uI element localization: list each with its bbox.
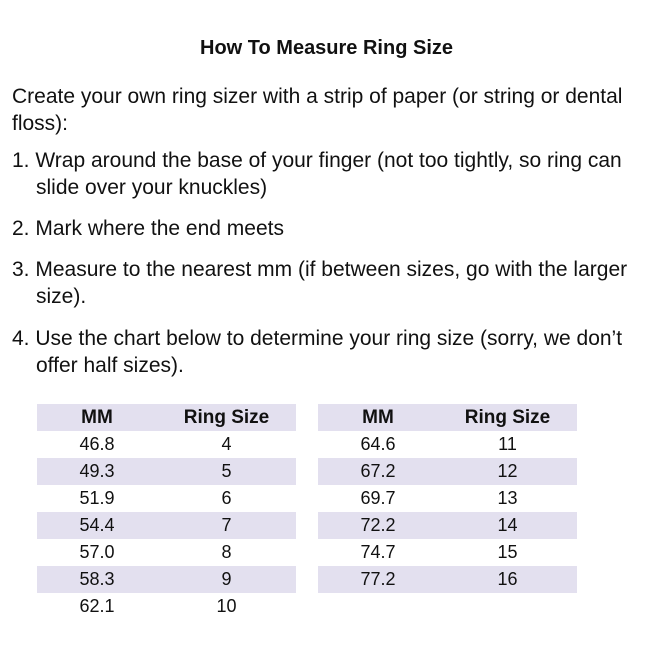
mm-cell: 67.2: [360, 461, 396, 481]
intro-text: Create your own ring sizer with a strip …: [12, 85, 623, 135]
table-row: 57.0 8: [37, 539, 296, 566]
table-row: 58.3 9: [37, 566, 296, 593]
ring-size-cell: 7: [221, 515, 232, 535]
step-2: 2. Mark where the end meets: [12, 217, 284, 240]
ring-size-cell: 12: [497, 461, 518, 481]
header-mm: MM: [362, 406, 394, 428]
ring-size-cell: 15: [497, 542, 518, 562]
mm-cell: 74.7: [360, 542, 396, 562]
ring-size-cell: 13: [497, 488, 518, 508]
header-mm: MM: [81, 406, 113, 428]
table-row: 67.2 12: [318, 458, 577, 485]
mm-cell: 57.0: [79, 542, 115, 562]
ring-size-cell: 9: [221, 569, 232, 589]
table-header: MM Ring Size: [37, 404, 296, 431]
size-table-right: MM Ring Size 64.6 11 67.2 12 69.7 13 72.2 14 74.7 1…: [318, 404, 577, 593]
table-row: 64.6 11: [318, 431, 577, 458]
page-title: How To Measure Ring Size: [200, 37, 453, 59]
mm-cell: 58.3: [79, 569, 115, 589]
ring-size-cell: 6: [221, 488, 232, 508]
table-row: 77.2 16: [318, 566, 577, 593]
table-row: 49.3 5: [37, 458, 296, 485]
ring-size-cell: 4: [221, 434, 232, 454]
table-row: 46.8 4: [37, 431, 296, 458]
ring-size-cell: 16: [497, 569, 518, 589]
mm-cell: 72.2: [360, 515, 396, 535]
mm-cell: 69.7: [360, 488, 396, 508]
mm-cell: 62.1: [79, 596, 115, 616]
mm-cell: 49.3: [79, 461, 115, 481]
ring-size-cell: 10: [216, 596, 237, 616]
header-ring-size: Ring Size: [183, 406, 270, 428]
table-row: 69.7 13: [318, 485, 577, 512]
table-header: MM Ring Size: [318, 404, 577, 431]
table-row: 72.2 14: [318, 512, 577, 539]
table-row: 51.9 6: [37, 485, 296, 512]
ring-size-cell: 8: [221, 542, 232, 562]
mm-cell: 46.8: [79, 434, 115, 454]
ring-size-cell: 14: [497, 515, 518, 535]
table-row: 62.1 10: [37, 593, 296, 620]
mm-cell: 54.4: [79, 515, 115, 535]
table-row: 54.4 7: [37, 512, 296, 539]
header-ring-size: Ring Size: [464, 406, 551, 428]
ring-size-cell: 5: [221, 461, 232, 481]
mm-cell: 51.9: [79, 488, 115, 508]
size-table-left: MM Ring Size 46.8 4 49.3 5 51.9 6 54.4 7 57.0 8 58.3…: [37, 404, 296, 620]
step-4: 4. Use the chart below to determine your…: [12, 327, 623, 377]
step-3: 3. Measure to the nearest mm (if between…: [12, 258, 628, 308]
table-row: 74.7 15: [318, 539, 577, 566]
ring-size-cell: 11: [498, 434, 517, 454]
mm-cell: 64.6: [360, 434, 396, 454]
mm-cell: 77.2: [360, 569, 396, 589]
step-1: 1. Wrap around the base of your finger (…: [12, 149, 622, 199]
